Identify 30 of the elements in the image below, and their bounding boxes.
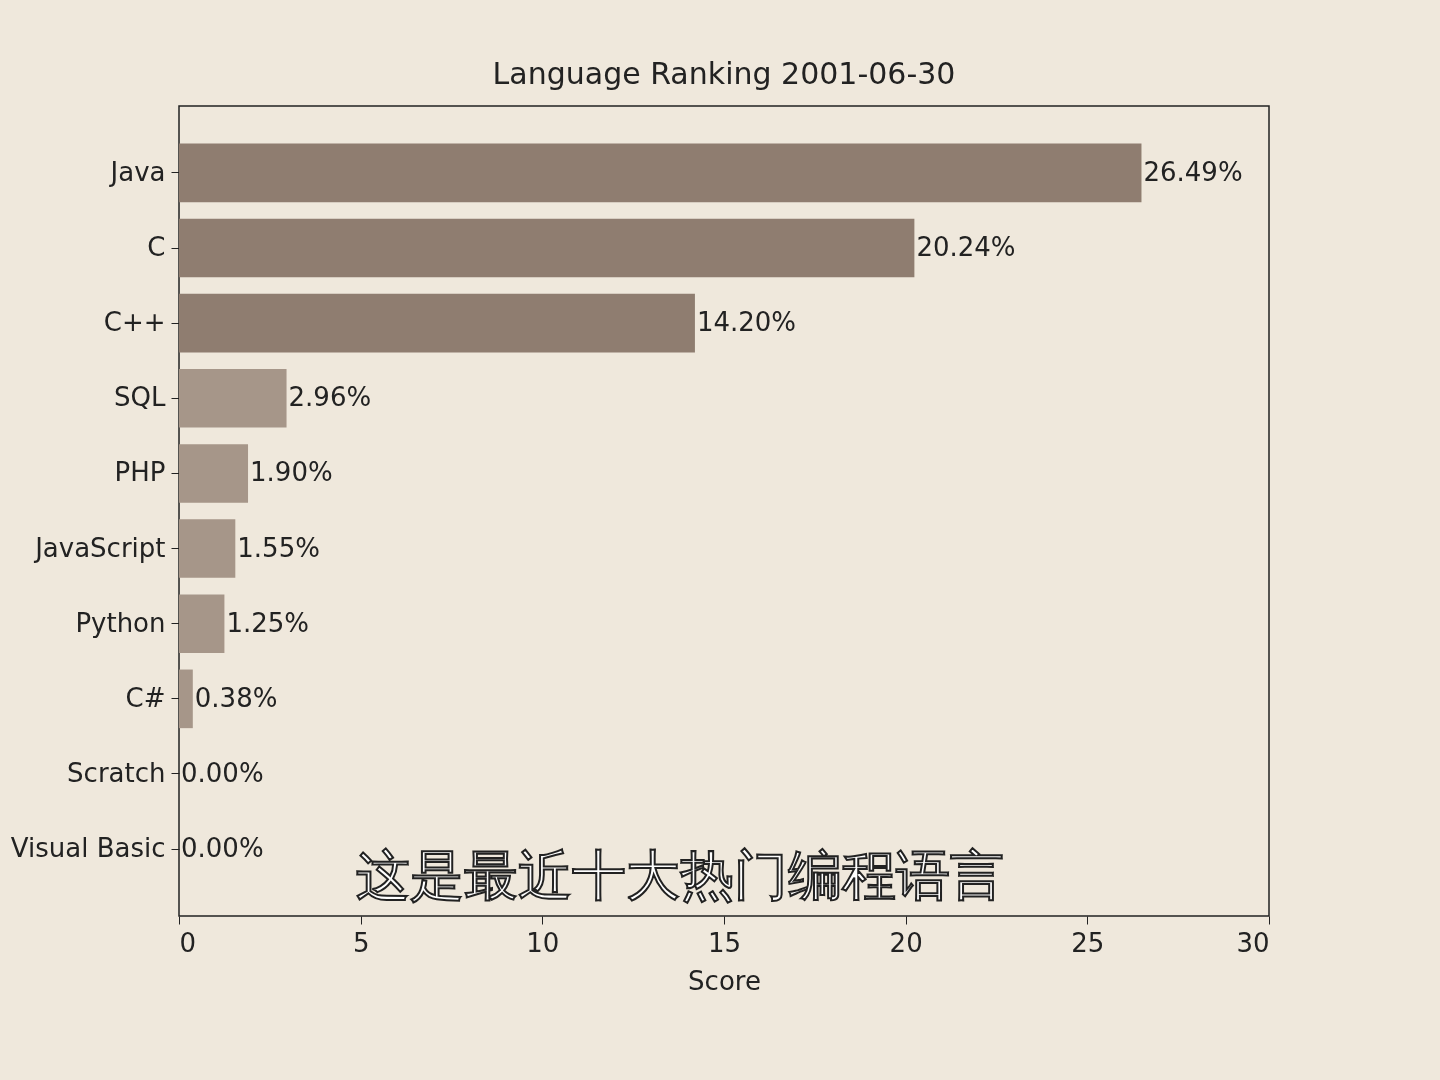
y-tick-label: Java [108,156,166,187]
data-label: 2.96% [288,382,372,413]
data-label: 14.20% [696,307,797,338]
data-label: 20.24% [916,232,1016,263]
y-tick-label: PHP [114,457,166,488]
x-tick-label: 10 [526,927,560,958]
data-label: 1.90% [250,457,333,488]
y-tick-label: Scratch [67,757,166,788]
x-tick-label: 30 [1236,927,1270,958]
chart-title: Language Ranking 2001-06-30 [492,56,956,91]
x-tick-label: 25 [1071,927,1105,958]
data-label: 0.38% [194,682,278,713]
x-tick-label: 5 [352,927,370,958]
data-label: 0.00% [181,833,264,864]
x-axis-title: Score [688,965,761,996]
y-tick-label: C++ [103,307,166,338]
data-label: 1.55% [237,532,320,563]
y-tick-label: SQL [114,382,166,413]
data-label: 0.00% [181,757,264,788]
y-tick-label: C [147,232,166,263]
annotation: 这是最近十大热门编程语言 [356,844,1005,907]
x-tick-label: 20 [889,927,923,958]
y-tick-label: Python [75,607,166,638]
x-tick-label: 0 [179,927,197,958]
data-label: 26.49% [1143,156,1243,187]
x-tick-label: 15 [707,927,742,958]
data-label: 1.25% [226,607,310,638]
y-tick-label: JavaScript [33,532,166,563]
y-tick-label: Visual Basic [10,833,166,864]
y-tick-label: C# [125,682,166,713]
